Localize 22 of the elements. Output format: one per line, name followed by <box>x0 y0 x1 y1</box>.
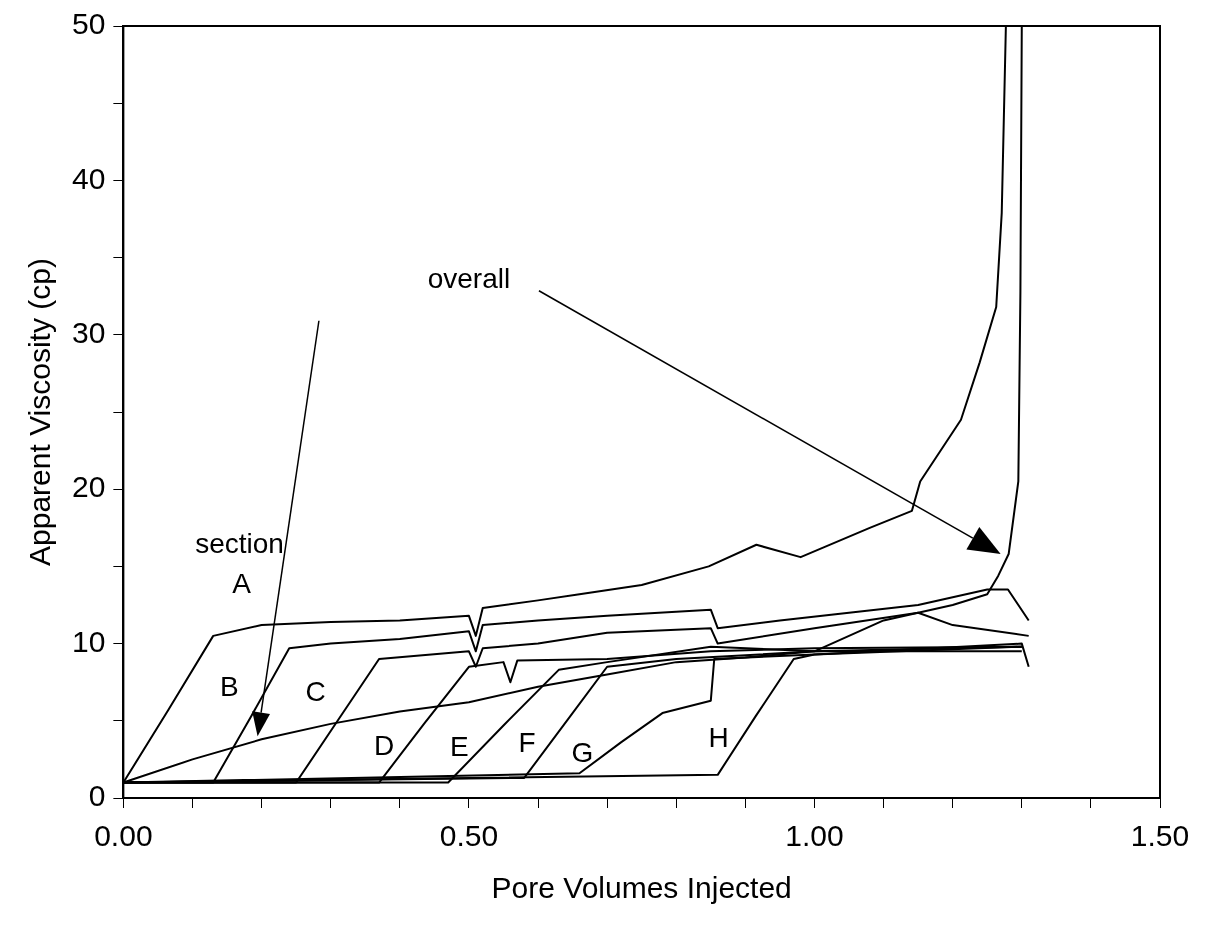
x-tick-label: 0.00 <box>94 819 153 853</box>
series-label: H <box>708 722 729 754</box>
x-tick-label: 0.50 <box>439 819 499 853</box>
x-tick-label: 1.50 <box>1130 819 1190 853</box>
series-label: D <box>373 730 395 762</box>
series-label: A <box>232 567 252 599</box>
y-axis-title: Apparent Viscosity (cp) <box>23 258 57 566</box>
annotation: overall <box>427 263 511 295</box>
y-tick-label: 20 <box>71 470 106 504</box>
x-tick-label: 1.00 <box>785 819 844 853</box>
annotation: section <box>195 527 284 559</box>
series-label: B <box>219 670 239 702</box>
y-tick-label: 30 <box>71 316 106 350</box>
series-label: G <box>571 737 594 769</box>
x-axis-title: Pore Volumes Injected <box>491 871 792 905</box>
y-tick-label: 0 <box>88 779 106 813</box>
y-tick-label: 50 <box>71 7 106 41</box>
y-tick-label: 40 <box>71 161 106 195</box>
y-tick-label: 10 <box>71 624 106 658</box>
series-label: C <box>305 675 326 707</box>
series-label: E <box>450 731 469 762</box>
series-label: F <box>518 727 536 759</box>
